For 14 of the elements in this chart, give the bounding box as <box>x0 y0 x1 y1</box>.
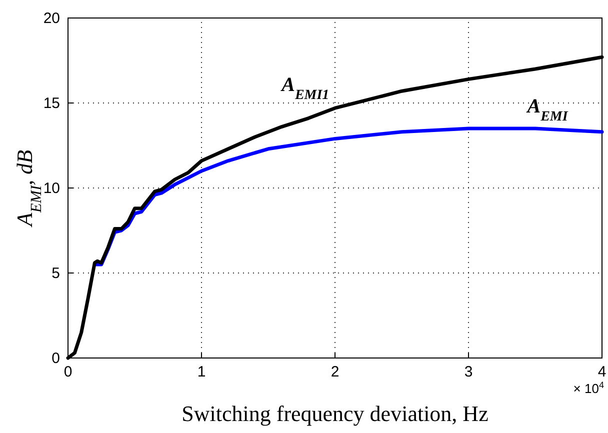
x-tick-label: 4 <box>598 364 606 381</box>
x-tick-label: 0 <box>64 364 72 381</box>
series-label: A$_{EMI}$ <box>525 96 568 124</box>
y-tick-label: 5 <box>52 264 60 282</box>
y-tick-label: 15 <box>43 94 60 112</box>
x-tick-label: 2 <box>330 364 340 381</box>
x-tick-label: 3 <box>464 364 473 381</box>
y-tick-label: 10 <box>43 180 60 197</box>
y-tick-label: 20 <box>43 10 60 27</box>
y-tick-label: 0 <box>52 350 60 367</box>
x-axis-title: Switching frequency deviation, Hz <box>182 401 489 426</box>
text: × 10$^{4}$ <box>573 380 604 396</box>
series-label: A$_{EMI1}$ <box>280 74 330 102</box>
x-tick-label: 1 <box>197 364 206 381</box>
